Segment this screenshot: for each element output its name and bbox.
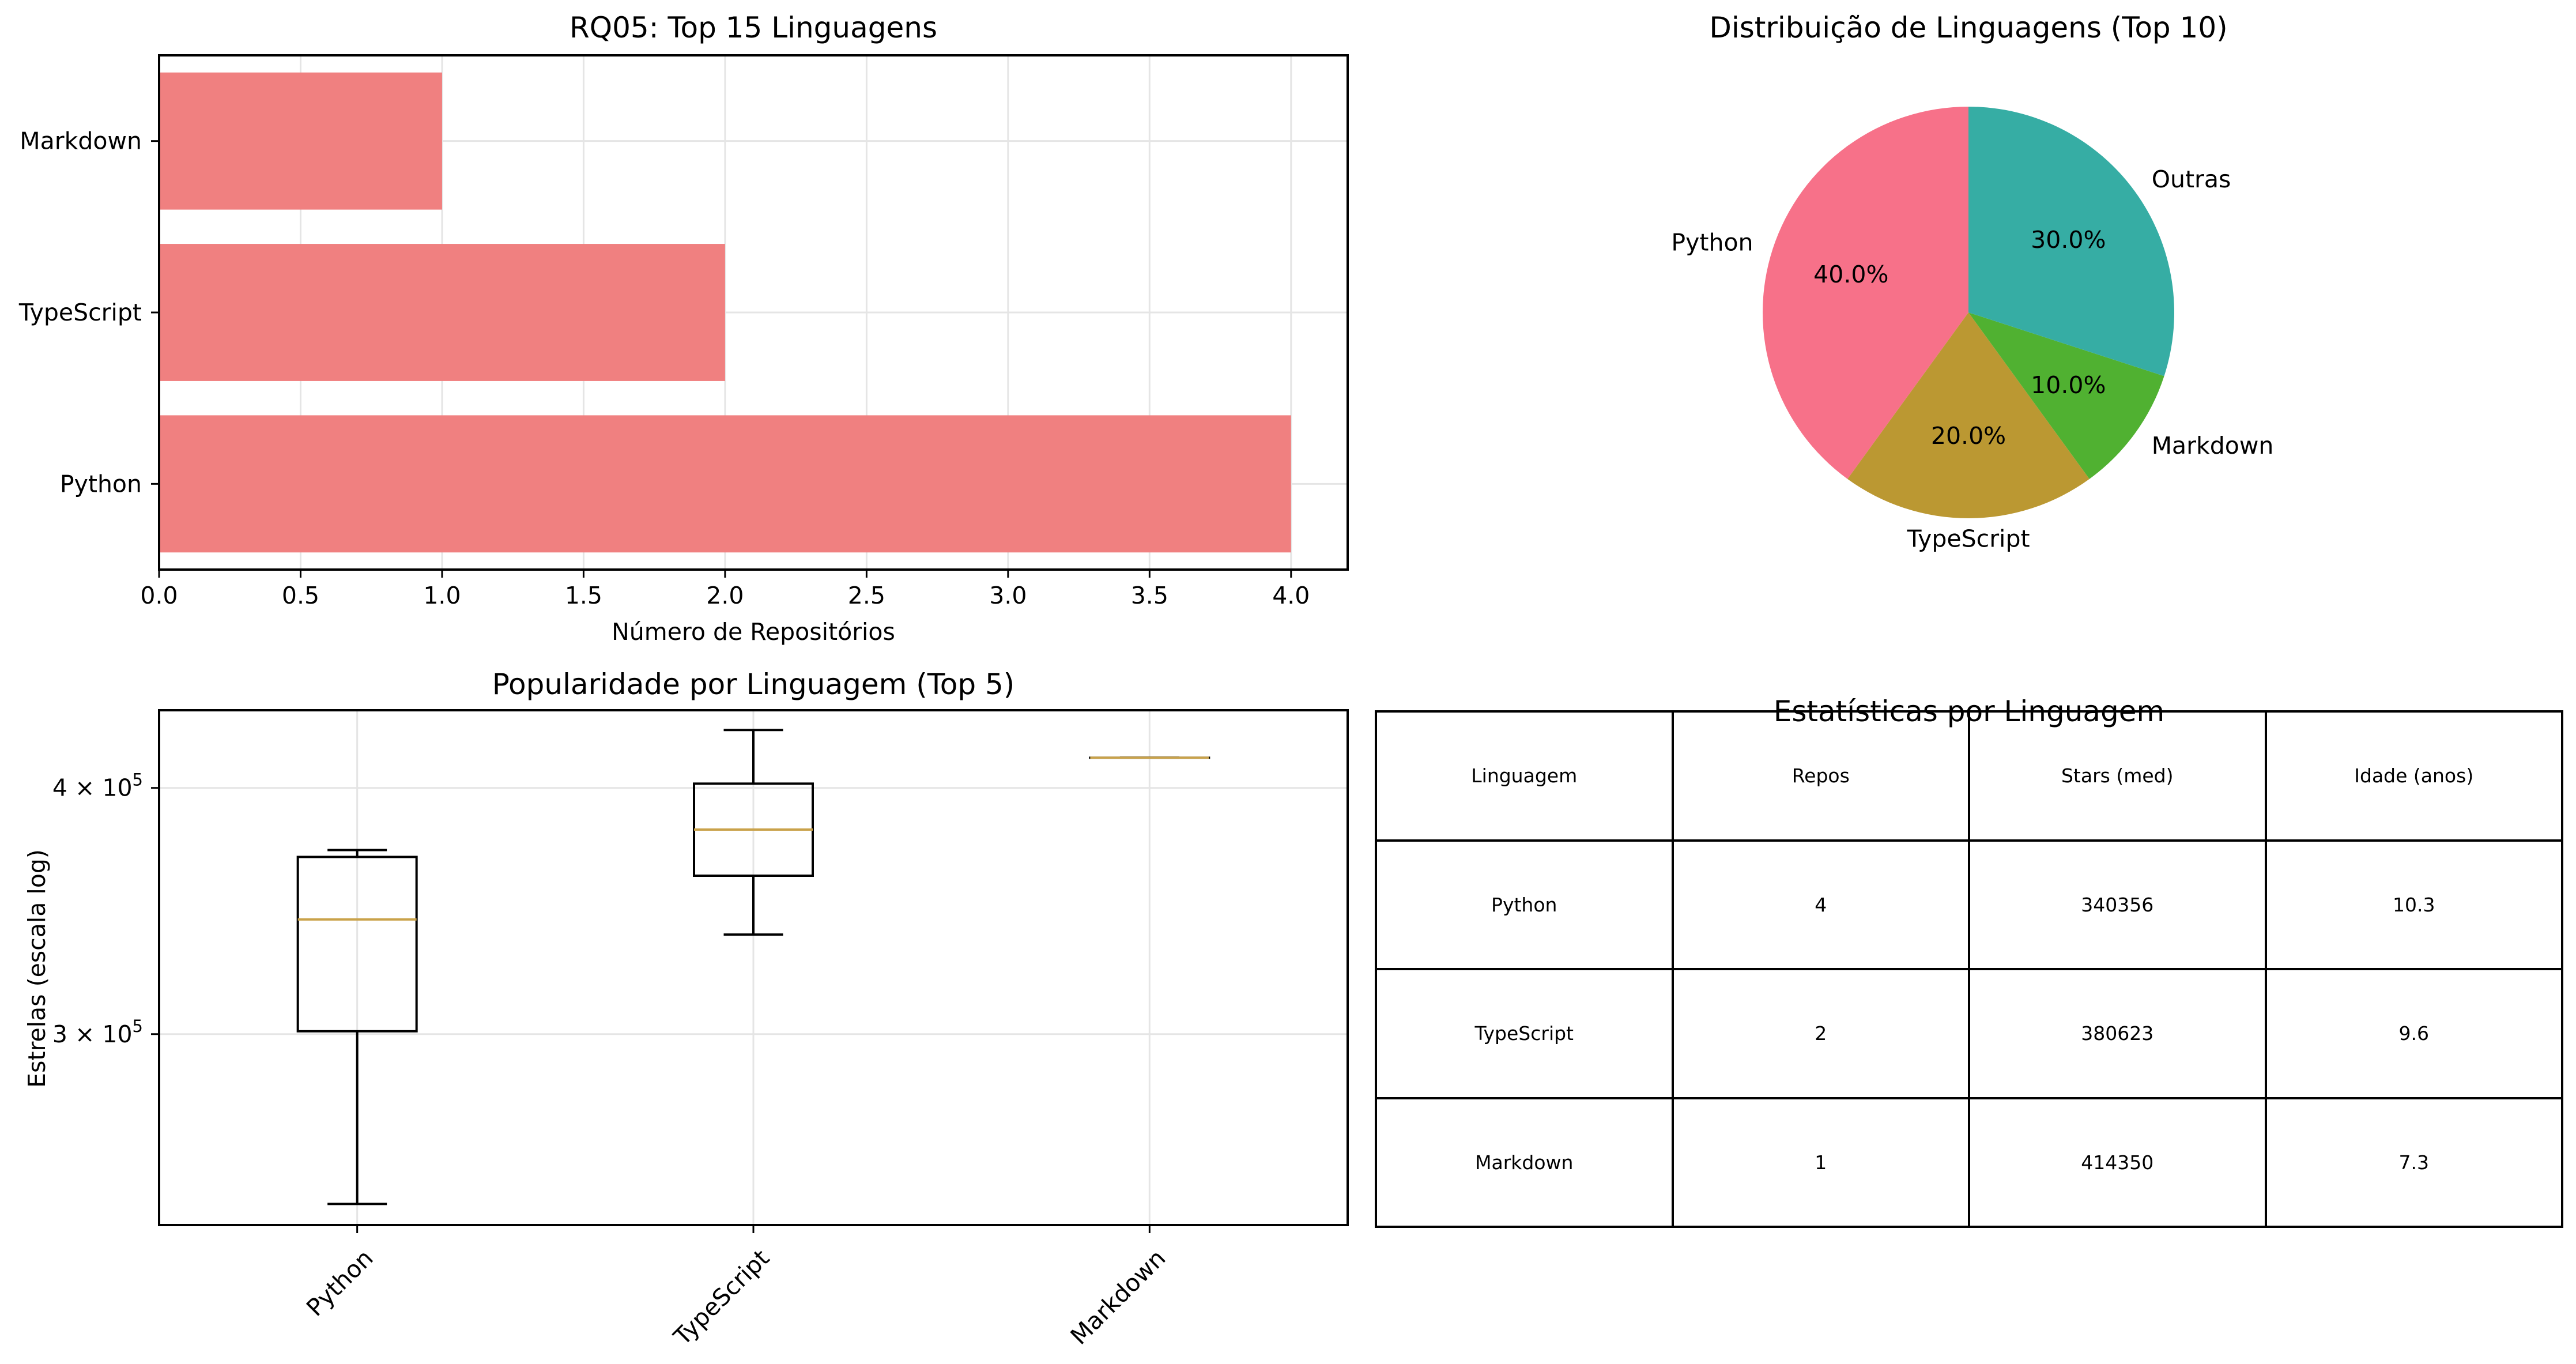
box-chart: Popularidade por Linguagem (Top 5) 3 × 1… xyxy=(23,668,1349,1351)
bar-chart-xlabel: Número de Repositórios xyxy=(612,618,895,646)
table-cell: Markdown xyxy=(1375,1097,1674,1228)
bar-x-tick-label: 1.0 xyxy=(423,582,461,609)
pie-pct-label: 30.0% xyxy=(2031,226,2106,254)
pie-label: TypeScript xyxy=(1906,525,2030,553)
pie-slice xyxy=(1847,312,2090,519)
pie-slice xyxy=(1968,312,2164,479)
pie-label: Outras xyxy=(2152,165,2231,193)
stats-table: Linguagem Repos Stars (med) Idade (anos)… xyxy=(1375,710,2563,1228)
table-cell: 4 xyxy=(1671,839,1970,970)
table-header-cell: Repos xyxy=(1671,710,1970,842)
pie-pct-label: 20.0% xyxy=(1931,422,2006,450)
bar-x-tick-label: 2.5 xyxy=(848,582,885,609)
table-cell: 2 xyxy=(1671,968,1970,1099)
table-cell: 9.6 xyxy=(2264,968,2563,1099)
bar-y-tick-label: Python xyxy=(60,470,142,498)
box-x-tick-label: TypeScript xyxy=(668,1244,775,1351)
bar xyxy=(159,244,725,381)
bar-x-tick-label: 3.5 xyxy=(1131,582,1168,609)
box-x-tick-label: Markdown xyxy=(1065,1244,1171,1350)
box-x-tick-label: Python xyxy=(301,1244,378,1321)
table-header-cell: Idade (anos) xyxy=(2264,710,2563,842)
pie-label: Markdown xyxy=(2152,432,2274,459)
pie-label: Python xyxy=(1671,229,1753,257)
table-cell: Python xyxy=(1375,839,1674,970)
bar-chart-title: RQ05: Top 15 Linguagens xyxy=(569,11,937,44)
box-chart-title: Popularidade por Linguagem (Top 5) xyxy=(492,668,1015,701)
table-cell: 10.3 xyxy=(2264,839,2563,970)
table-row: TypeScript 2 380623 9.6 xyxy=(1375,968,2563,1099)
bar-x-tick-label: 3.0 xyxy=(989,582,1027,609)
pie-slice xyxy=(1968,107,2174,376)
bar-x-tick-label: 4.0 xyxy=(1272,582,1310,609)
table-cell: 380623 xyxy=(1968,968,2267,1099)
table-title: Estatísticas por Linguagem xyxy=(1773,695,2165,728)
table-cell: TypeScript xyxy=(1375,968,1674,1099)
bar-y-tick-label: Markdown xyxy=(20,127,142,155)
bar-x-tick-label: 1.5 xyxy=(565,582,602,609)
bar-chart: RQ05: Top 15 Linguagens 0.0 0.5 1.0 1.5 2.0 2… xyxy=(18,11,1349,646)
pie-pct-label: 40.0% xyxy=(1813,261,1888,288)
table-header-cell: Stars (med) xyxy=(1968,710,2267,842)
bar-x-tick-label: 0.0 xyxy=(140,582,178,609)
pie-chart-title: Distribuição de Linguagens (Top 10) xyxy=(1709,11,2227,44)
table-row: Markdown 1 414350 7.3 xyxy=(1375,1097,2563,1228)
box-y-tick-label: 4 × 105 xyxy=(52,770,143,802)
table-cell: 7.3 xyxy=(2264,1097,2563,1228)
box-iqr xyxy=(296,856,418,1033)
table-header-row: Linguagem Repos Stars (med) Idade (anos) xyxy=(1375,710,2563,842)
table-cell: 414350 xyxy=(1968,1097,2267,1228)
bar xyxy=(159,415,1291,553)
table-cell: 1 xyxy=(1671,1097,1970,1228)
bar-y-tick-label: TypeScript xyxy=(18,299,142,326)
table-header-cell: Linguagem xyxy=(1375,710,1674,842)
pie-pct-label: 10.0% xyxy=(2031,371,2106,399)
pie-chart: Distribuição de Linguagens (Top 10) Pyth… xyxy=(1671,11,2273,553)
bar-x-tick-label: 2.0 xyxy=(706,582,744,609)
box-y-tick-label: 3 × 105 xyxy=(52,1016,143,1048)
bar xyxy=(159,72,442,210)
table-row: Python 4 340356 10.3 xyxy=(1375,839,2563,970)
pie-slice xyxy=(1763,107,1968,479)
box-chart-ylabel: Estrelas (escala log) xyxy=(23,849,51,1088)
bar-x-tick-label: 0.5 xyxy=(282,582,319,609)
table-cell: 340356 xyxy=(1968,839,2267,970)
